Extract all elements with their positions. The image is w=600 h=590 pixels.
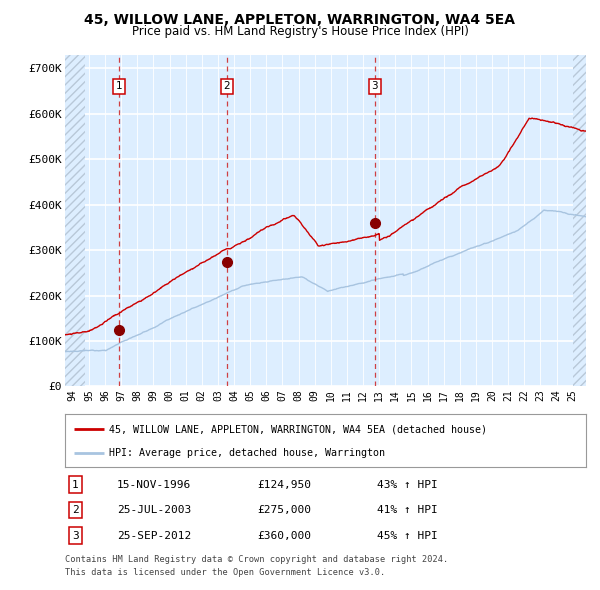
Text: 3: 3: [72, 530, 79, 540]
Text: 15-NOV-1996: 15-NOV-1996: [117, 480, 191, 490]
Text: 43% ↑ HPI: 43% ↑ HPI: [377, 480, 438, 490]
Text: 1: 1: [116, 81, 122, 91]
Text: Contains HM Land Registry data © Crown copyright and database right 2024.: Contains HM Land Registry data © Crown c…: [65, 555, 448, 563]
Text: 1: 1: [72, 480, 79, 490]
Bar: [65, 55, 85, 386]
Text: 45, WILLOW LANE, APPLETON, WARRINGTON, WA4 5EA (detached house): 45, WILLOW LANE, APPLETON, WARRINGTON, W…: [109, 424, 487, 434]
Text: This data is licensed under the Open Government Licence v3.0.: This data is licensed under the Open Gov…: [65, 568, 385, 576]
Text: 45, WILLOW LANE, APPLETON, WARRINGTON, WA4 5EA: 45, WILLOW LANE, APPLETON, WARRINGTON, W…: [85, 13, 515, 27]
Text: Price paid vs. HM Land Registry's House Price Index (HPI): Price paid vs. HM Land Registry's House …: [131, 25, 469, 38]
Text: 2: 2: [224, 81, 230, 91]
Text: 41% ↑ HPI: 41% ↑ HPI: [377, 505, 438, 515]
Text: 45% ↑ HPI: 45% ↑ HPI: [377, 530, 438, 540]
Text: £124,950: £124,950: [257, 480, 311, 490]
Text: HPI: Average price, detached house, Warrington: HPI: Average price, detached house, Warr…: [109, 448, 385, 458]
Bar: [573, 55, 586, 386]
Text: 3: 3: [371, 81, 378, 91]
Text: £275,000: £275,000: [257, 505, 311, 515]
Text: 2: 2: [72, 505, 79, 515]
Text: 25-SEP-2012: 25-SEP-2012: [117, 530, 191, 540]
Text: 25-JUL-2003: 25-JUL-2003: [117, 505, 191, 515]
Text: £360,000: £360,000: [257, 530, 311, 540]
